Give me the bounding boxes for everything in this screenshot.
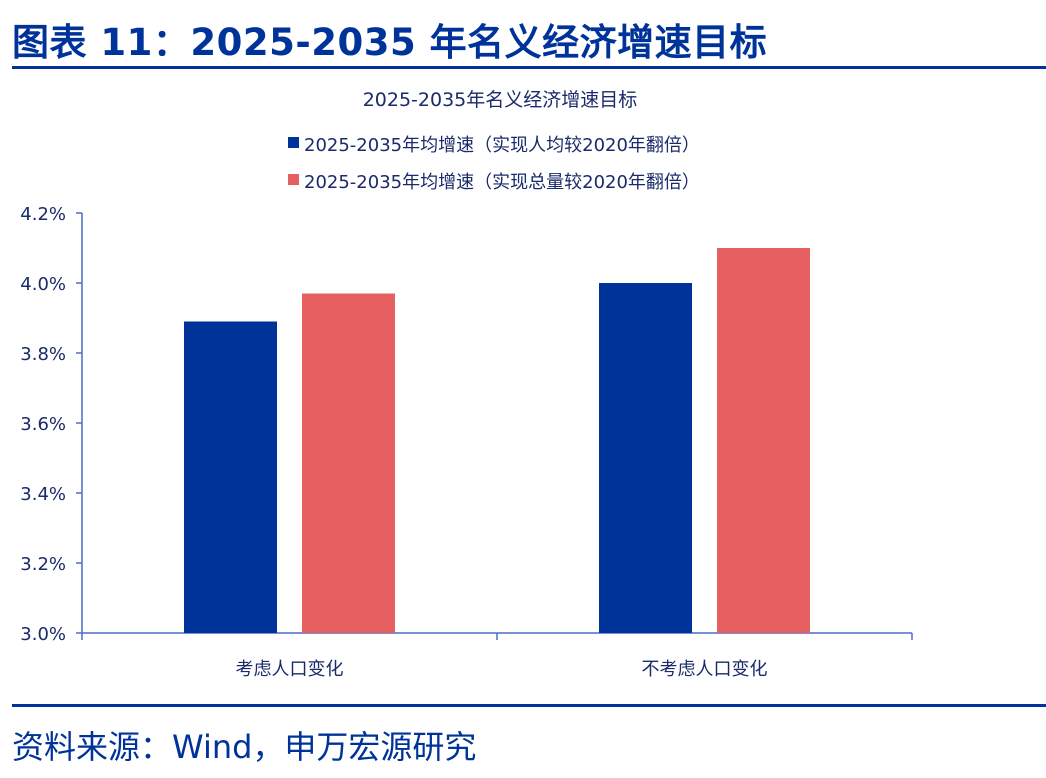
y-tick-label: 4.0% — [20, 274, 66, 295]
source-note: 资料来源：Wind，申万宏源研究 — [12, 728, 477, 766]
y-tick-label: 3.4% — [20, 484, 66, 505]
y-tick-label: 3.0% — [20, 624, 66, 645]
legend-swatch-series2 — [288, 174, 299, 185]
x-tick-label: 不考虑人口变化 — [642, 659, 768, 680]
y-tick-label: 3.2% — [20, 554, 66, 575]
bar-series1-1 — [184, 321, 277, 633]
bar-series1-2 — [599, 283, 692, 633]
legend-swatch-series1 — [288, 137, 299, 148]
x-tick-label: 考虑人口变化 — [236, 659, 344, 680]
legend: 2025-2035年均增速（实现人均较2020年翻倍） 2025-2035年均增… — [288, 135, 700, 193]
legend-label-series2: 2025-2035年均增速（实现总量较2020年翻倍） — [304, 172, 700, 193]
bottom-rule — [12, 704, 1046, 707]
y-tick-label: 3.8% — [20, 344, 66, 365]
bar-series2-2 — [717, 248, 810, 633]
figure-title: 图表 11：2025-2035 年名义经济增速目标 — [12, 21, 768, 64]
legend-label-series1: 2025-2035年均增速（实现人均较2020年翻倍） — [304, 135, 700, 156]
y-tick-label: 3.6% — [20, 414, 66, 435]
y-tick-label: 4.2% — [20, 204, 66, 225]
top-rule — [12, 66, 1046, 69]
bar-series2-1 — [302, 293, 395, 633]
chart-title: 2025-2035年名义经济增速目标 — [363, 89, 638, 111]
